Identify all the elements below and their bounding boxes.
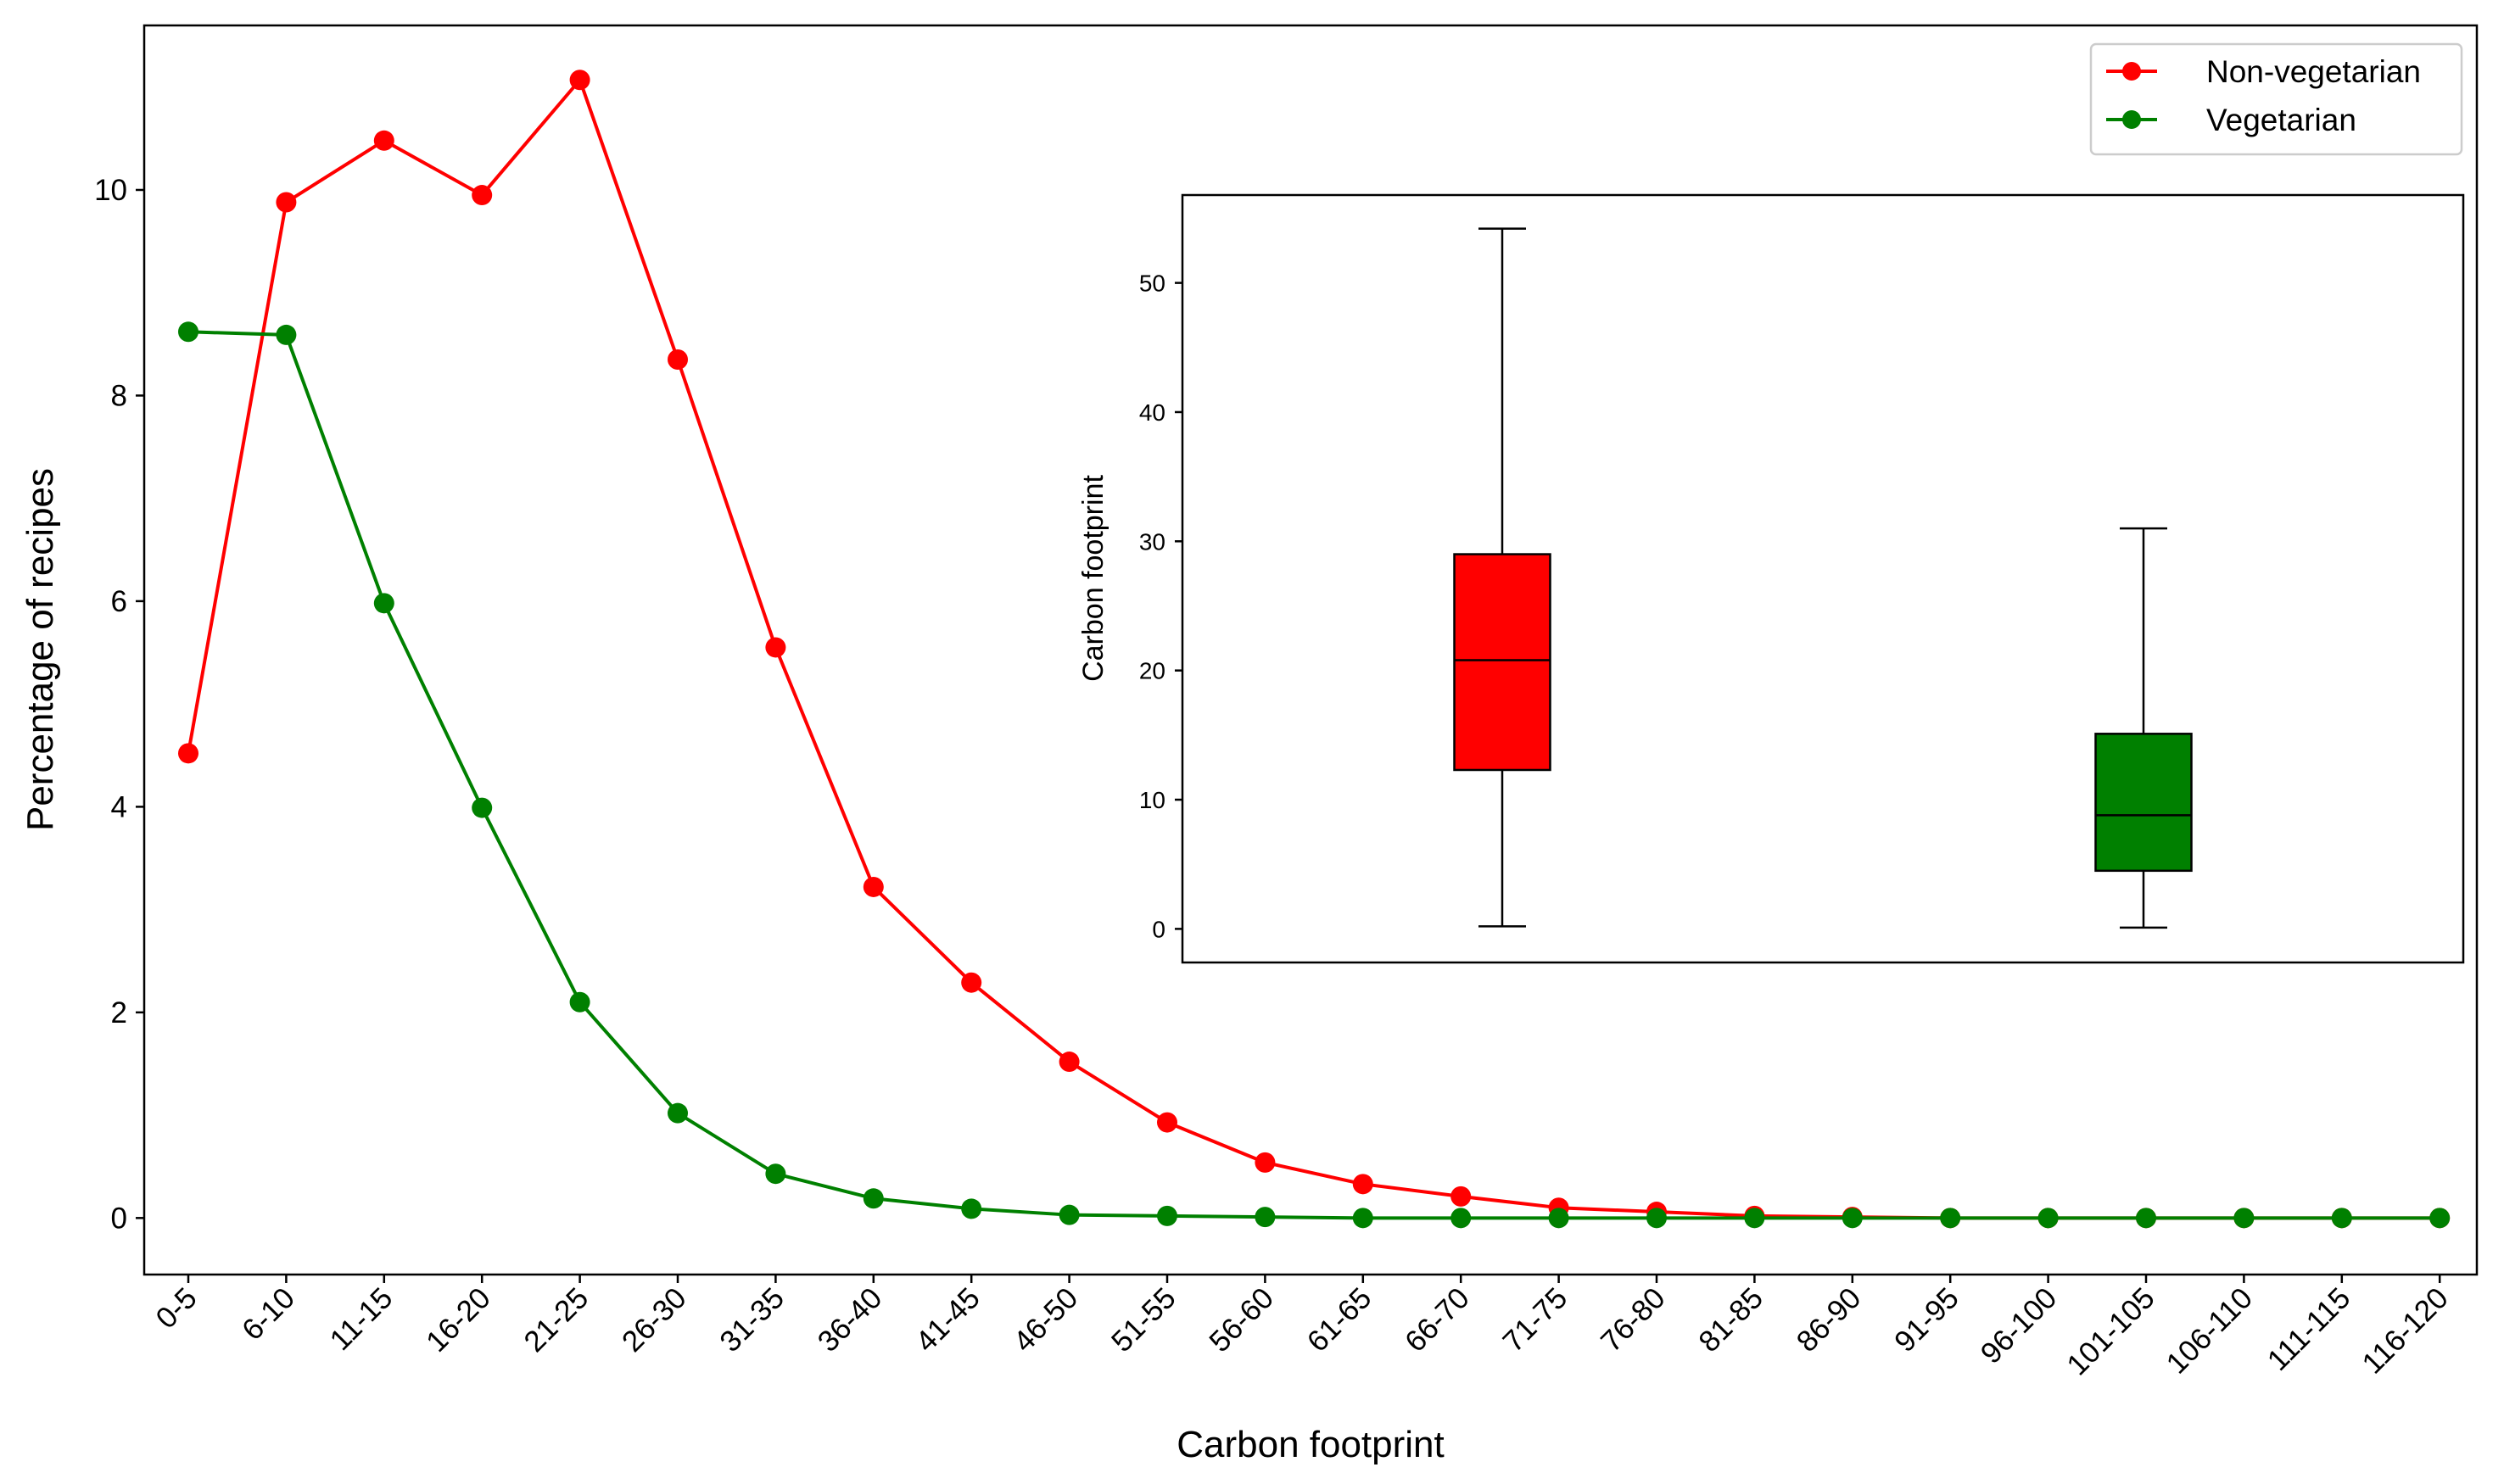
- inset-boxes: [1453, 227, 2193, 929]
- legend: Non-vegetarian Vegetarian: [2089, 42, 2463, 156]
- inset-y-tick-label: 40: [1139, 399, 1165, 426]
- x-tick-label: 0-5: [149, 1281, 203, 1335]
- x-tick-label: 61-65: [1301, 1281, 1378, 1358]
- data-point-non-vegetarian: [1059, 1052, 1080, 1073]
- data-point-vegetarian: [373, 593, 394, 614]
- data-point-vegetarian: [1548, 1208, 1569, 1229]
- data-point-non-vegetarian: [1157, 1112, 1177, 1133]
- data-point-non-vegetarian: [961, 972, 982, 993]
- data-point-non-vegetarian: [1352, 1174, 1373, 1195]
- x-tick-label: 46-50: [1007, 1281, 1084, 1358]
- x-tick-label: 76-80: [1595, 1281, 1672, 1358]
- x-axis-label: Carbon footprint: [1177, 1424, 1445, 1465]
- x-tick-label: 51-55: [1105, 1281, 1182, 1358]
- data-point-vegetarian: [2037, 1208, 2059, 1229]
- data-point-vegetarian: [765, 1163, 786, 1185]
- inset-y-tick-label: 10: [1139, 787, 1165, 813]
- data-point-vegetarian: [863, 1188, 884, 1209]
- inset-plot-frame: [1181, 193, 2465, 964]
- legend-entry-vegetarian: Vegetarian: [2106, 103, 2356, 137]
- y-axis-label: Percentage of recipes: [20, 468, 61, 831]
- x-tick-label: 96-100: [1975, 1281, 2064, 1370]
- x-tick-label: 6-10: [236, 1281, 301, 1347]
- y-tick-label: 4: [111, 790, 127, 823]
- box-body: [2094, 733, 2193, 873]
- data-point-vegetarian: [178, 321, 198, 343]
- data-point-vegetarian: [1450, 1208, 1472, 1229]
- y-tick-label: 6: [111, 585, 127, 618]
- y-tick-label: 2: [111, 996, 127, 1029]
- inset-axes: 0 10 20 30 40 50 Carbon footprint: [1077, 193, 2465, 964]
- x-tick-label: 26-30: [616, 1281, 693, 1358]
- data-point-non-vegetarian: [373, 130, 394, 151]
- inset-y-tick-label: 20: [1139, 658, 1165, 684]
- x-tick-label: 66-70: [1399, 1281, 1476, 1358]
- legend-marker-vegetarian: [2122, 110, 2141, 129]
- data-point-vegetarian: [1744, 1208, 1765, 1229]
- inset-y-tick-label: 0: [1152, 916, 1165, 942]
- x-tick-label: 106-110: [2160, 1281, 2259, 1381]
- x-tick-label: 81-85: [1692, 1281, 1769, 1358]
- x-tick-label: 101-105: [2060, 1281, 2160, 1381]
- legend-frame: [2089, 42, 2463, 156]
- x-tick-label: 11-15: [323, 1281, 399, 1357]
- main-y-ticks: 0 2 4 6 8 10: [94, 174, 144, 1235]
- inset-y-axis-label: Carbon footprint: [1077, 475, 1109, 682]
- data-point-vegetarian: [472, 797, 493, 818]
- data-point-non-vegetarian: [668, 349, 688, 371]
- x-tick-label: 86-90: [1791, 1281, 1868, 1358]
- x-tick-label: 56-60: [1203, 1281, 1280, 1358]
- x-tick-label: 31-35: [713, 1281, 791, 1358]
- main-series: [178, 70, 2451, 1229]
- data-point-vegetarian: [668, 1102, 688, 1124]
- data-point-vegetarian: [2233, 1208, 2255, 1229]
- inset-background: [1182, 195, 2463, 962]
- data-point-non-vegetarian: [765, 637, 786, 658]
- data-point-non-vegetarian: [178, 743, 198, 764]
- data-point-vegetarian: [2136, 1208, 2156, 1229]
- data-point-vegetarian: [1255, 1207, 1276, 1228]
- inset-y-tick-label: 50: [1139, 271, 1165, 297]
- data-point-vegetarian: [2429, 1208, 2451, 1229]
- data-point-non-vegetarian: [1450, 1186, 1472, 1207]
- legend-marker-non-vegetarian: [2122, 62, 2141, 81]
- data-point-non-vegetarian: [276, 192, 297, 213]
- series-line-vegetarian: [187, 330, 2440, 1220]
- data-point-non-vegetarian: [569, 70, 590, 91]
- data-point-non-vegetarian: [1255, 1152, 1276, 1173]
- box-body: [1453, 553, 1551, 772]
- data-point-vegetarian: [569, 991, 590, 1013]
- y-tick-label: 0: [111, 1202, 127, 1235]
- x-tick-label: 21-25: [517, 1281, 595, 1358]
- x-tick-label: 16-20: [420, 1281, 497, 1358]
- data-point-vegetarian: [1157, 1205, 1177, 1226]
- data-point-vegetarian: [2331, 1208, 2352, 1229]
- data-point-vegetarian: [961, 1198, 982, 1219]
- x-tick-label: 91-95: [1888, 1281, 1965, 1358]
- data-point-vegetarian: [1352, 1208, 1373, 1229]
- data-point-vegetarian: [1059, 1204, 1080, 1225]
- y-tick-label: 8: [111, 379, 127, 412]
- x-tick-label: 111-115: [2261, 1281, 2357, 1377]
- x-tick-label: 116-120: [2356, 1281, 2455, 1381]
- data-point-non-vegetarian: [863, 876, 884, 897]
- data-point-vegetarian: [1940, 1208, 1961, 1229]
- x-tick-label: 41-45: [909, 1281, 987, 1358]
- inset-y-tick-label: 30: [1139, 528, 1165, 555]
- data-point-non-vegetarian: [472, 185, 493, 206]
- data-point-vegetarian: [1842, 1208, 1863, 1229]
- x-tick-label: 36-40: [812, 1281, 889, 1358]
- y-tick-label: 10: [94, 174, 127, 207]
- legend-label-non-vegetarian: Non-vegetarian: [2206, 54, 2421, 89]
- main-plot-frame: [143, 24, 2479, 1276]
- main-x-ticks: 0-5 6-10 11-15 16-20 21-25 26-30 31-35 36-40 41-…: [149, 1275, 2455, 1381]
- legend-label-vegetarian: Vegetarian: [2206, 103, 2356, 137]
- data-point-vegetarian: [276, 324, 297, 345]
- legend-entry-non-vegetarian: Non-vegetarian: [2106, 54, 2421, 89]
- inset-y-ticks: 0 10 20 30 40 50: [1139, 271, 1182, 942]
- data-point-vegetarian: [1646, 1208, 1667, 1229]
- x-tick-label: 71-75: [1496, 1281, 1573, 1358]
